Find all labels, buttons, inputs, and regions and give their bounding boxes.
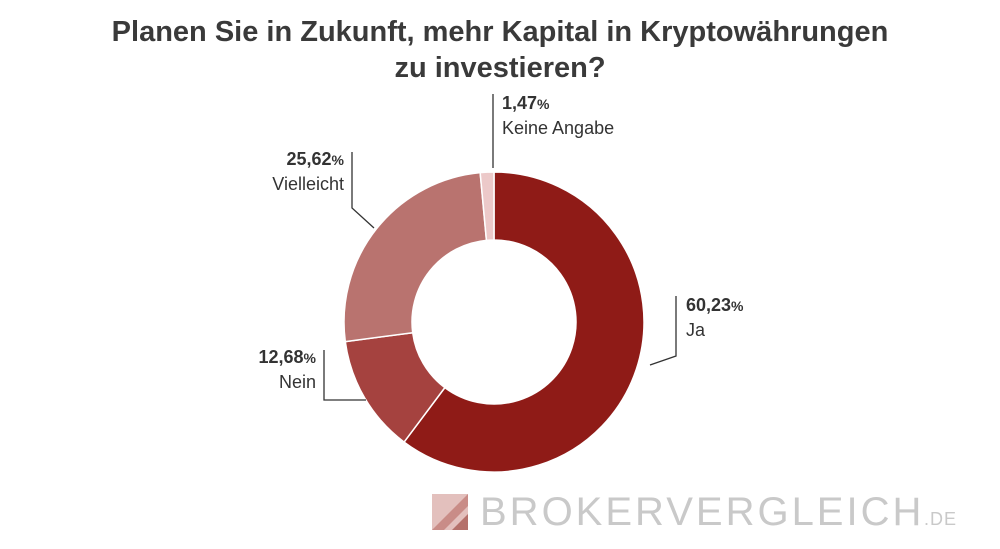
chart-title-line-1: Planen Sie in Zukunft, mehr Kapital in K… [111,16,889,48]
slice-keine-angabe [479,171,495,242]
slice-name-vielleicht: Vielleicht [272,174,344,194]
leader-vielleicht [351,152,375,229]
leader-nein [323,350,366,401]
slice-label-keine-angabe: 1,47% Keine Angabe [502,93,615,138]
slice-name-ja: Ja [686,320,706,340]
logo-tld: .DE [924,509,958,529]
slice-ja [403,171,645,473]
slice-label-vielleicht: 25,62% Vielleicht [224,147,344,196]
slice-value-nein: 12,68 [258,347,304,367]
slice-vielleicht [343,171,488,343]
logo-text: BROKERVERGLEICH [480,490,925,534]
slice-value-keine-angabe: 1,47 [502,93,538,113]
chart-title: Planen Sie in Zukunft, mehr Kapital in K… [0,14,1000,86]
chart-title-line-2: zu investieren? [394,52,606,84]
leader-ja [649,296,677,366]
slice-label-nein: 12,68% Nein [224,345,317,394]
brand-logo: BROKERVERGLEICH .DE [432,490,956,534]
slice-value-ja: 60,23 [686,295,732,315]
slice-name-keine-angabe: Keine Angabe [502,118,615,138]
logo-icon [432,494,468,530]
slice-name-nein: Nein [278,372,316,392]
slice-label-ja: 60,23% Ja [686,295,744,340]
slice-value-vielleicht: 25,62 [286,149,332,169]
